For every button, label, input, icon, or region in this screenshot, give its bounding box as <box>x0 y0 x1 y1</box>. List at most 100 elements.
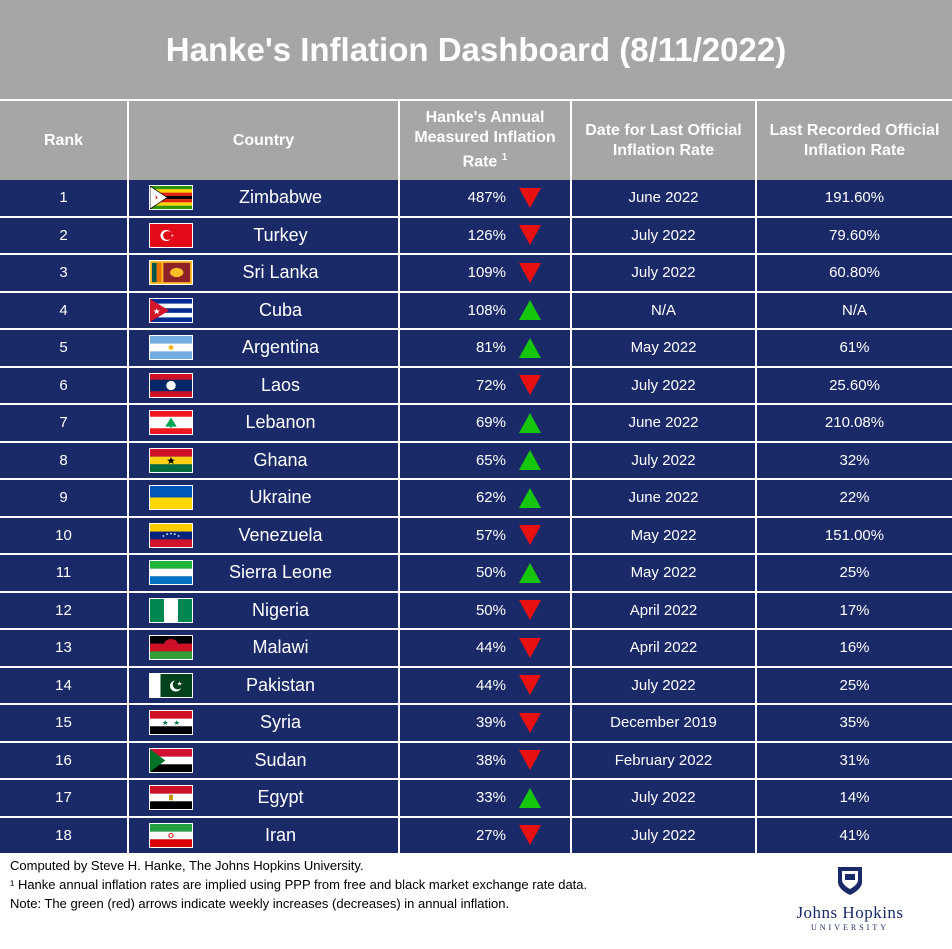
up-arrow-icon <box>519 487 541 508</box>
country-name: Cuba <box>258 299 303 320</box>
official-rate-cell: 60.80% <box>756 254 952 293</box>
official-rate-cell: 151.00% <box>756 516 952 555</box>
table-row: 12 Nigeria 50% April 2022 17% <box>0 591 952 630</box>
date-cell: July 2022 <box>571 666 757 705</box>
hanke-rate-cell: 109% <box>399 254 572 293</box>
hanke-rate-value: 38% <box>475 751 506 769</box>
table-row: 4 Cuba 108% N/A N/A <box>0 291 952 330</box>
rank-cell: 16 <box>0 741 129 780</box>
table-row: 17 Egypt 33% July 2022 14% <box>0 779 952 818</box>
table-row: 8 Ghana 65% July 2022 32% <box>0 441 952 480</box>
down-arrow-icon <box>519 600 541 621</box>
footer-credit: Computed by Steve H. Hanke, The Johns Ho… <box>10 858 364 873</box>
official-rate-cell: 17% <box>756 591 952 630</box>
rank-cell: 9 <box>0 479 129 518</box>
date-cell: February 2022 <box>571 741 757 780</box>
hanke-rate-value: 50% <box>475 601 506 619</box>
official-rate-cell: 25.60% <box>756 366 952 405</box>
rank-cell: 7 <box>0 404 129 443</box>
inflation-table: Rank Country Hanke's Annual Measured Inf… <box>0 99 952 855</box>
country-cell: Venezuela <box>128 516 400 555</box>
hanke-rate-cell: 69% <box>399 404 572 443</box>
country-cell: Sri Lanka <box>128 254 400 293</box>
table-row: 3 Sri Lanka 109% July 2022 60.80% <box>0 254 952 293</box>
official-rate-cell: 14% <box>756 779 952 818</box>
table-row: 11 Sierra Leone 50% May 2022 25% <box>0 554 952 593</box>
footnote-marker: 1 <box>501 152 508 164</box>
hanke-rate-value: 27% <box>475 826 506 844</box>
country-name: Nigeria <box>251 599 310 620</box>
up-arrow-icon <box>519 412 541 433</box>
country-name: Iran <box>264 824 297 845</box>
down-arrow-icon <box>519 225 541 246</box>
rank-cell: 6 <box>0 366 129 405</box>
down-arrow-icon <box>519 375 541 396</box>
rank-cell: 17 <box>0 779 129 818</box>
official-rate-cell: 35% <box>756 704 952 743</box>
table-row: 13 Malawi 44% April 2022 16% <box>0 629 952 668</box>
hanke-rate-cell: 108% <box>399 291 572 330</box>
hanke-rate-cell: 50% <box>399 554 572 593</box>
country-name: Pakistan <box>245 674 316 695</box>
hanke-rate-value: 487% <box>467 189 506 207</box>
table-row: 9 Ukraine 62% June 2022 22% <box>0 479 952 518</box>
rank-cell: 8 <box>0 441 129 480</box>
country-name: Sudan <box>254 749 307 770</box>
hanke-rate-cell: 33% <box>399 779 572 818</box>
rank-cell: 18 <box>0 816 129 855</box>
header-rank: Rank <box>0 99 129 180</box>
down-arrow-icon <box>519 525 541 546</box>
hanke-rate-value: 69% <box>475 414 506 432</box>
country-cell: Ukraine <box>128 479 400 518</box>
hanke-rate-value: 39% <box>475 714 506 732</box>
date-cell: June 2022 <box>571 404 757 443</box>
hanke-rate-cell: 50% <box>399 591 572 630</box>
up-arrow-icon <box>519 300 541 321</box>
country-cell: Syria <box>128 704 400 743</box>
hanke-rate-value: 126% <box>467 226 506 244</box>
sudan-flag <box>149 747 193 773</box>
official-rate-cell: 210.08% <box>756 404 952 443</box>
dashboard-title: Hanke's Inflation Dashboard (8/11/2022) <box>165 30 787 68</box>
country-cell: Cuba <box>128 291 400 330</box>
hanke-rate-cell: 44% <box>399 666 572 705</box>
iran-flag <box>149 822 193 848</box>
up-arrow-icon <box>519 562 541 583</box>
country-cell: Egypt <box>128 779 400 818</box>
argentina-flag <box>149 335 193 361</box>
zimbabwe-flag <box>149 185 193 211</box>
hanke-rate-value: 62% <box>475 489 506 507</box>
country-name: Egypt <box>257 787 304 808</box>
hanke-rate-value: 65% <box>475 451 506 469</box>
country-cell: Malawi <box>128 629 400 668</box>
header-date: Date for Last Official Inflation Rate <box>571 99 757 180</box>
country-cell: Nigeria <box>128 591 400 630</box>
date-cell: May 2022 <box>571 329 757 368</box>
laos-flag <box>149 372 193 398</box>
hanke-rate-value: 81% <box>475 339 506 357</box>
official-rate-cell: 61% <box>756 329 952 368</box>
date-cell: April 2022 <box>571 591 757 630</box>
hanke-rate-value: 57% <box>475 526 506 544</box>
down-arrow-icon <box>519 712 541 733</box>
country-cell: Sierra Leone <box>128 554 400 593</box>
country-cell: Turkey <box>128 216 400 255</box>
country-cell: Ghana <box>128 441 400 480</box>
rank-cell: 13 <box>0 629 129 668</box>
official-rate-cell: 25% <box>756 666 952 705</box>
official-rate-cell: 31% <box>756 741 952 780</box>
country-name: Lebanon <box>245 412 316 433</box>
sierra-leone-flag <box>149 560 193 586</box>
country-name: Venezuela <box>238 524 323 545</box>
date-cell: December 2019 <box>571 704 757 743</box>
down-arrow-icon <box>519 825 541 846</box>
table-row: 1 Zimbabwe 487% June 2022 191.60% <box>0 180 952 218</box>
rank-cell: 10 <box>0 516 129 555</box>
date-cell: July 2022 <box>571 216 757 255</box>
table-row: 2 Turkey 126% July 2022 79.60% <box>0 216 952 255</box>
pakistan-flag <box>149 672 193 698</box>
down-arrow-icon <box>519 187 541 208</box>
header-hanke-rate-line1: Hanke's Annual <box>425 109 545 127</box>
date-cell: July 2022 <box>571 816 757 855</box>
footer-notes: Computed by Steve H. Hanke, The Johns Ho… <box>10 856 710 913</box>
